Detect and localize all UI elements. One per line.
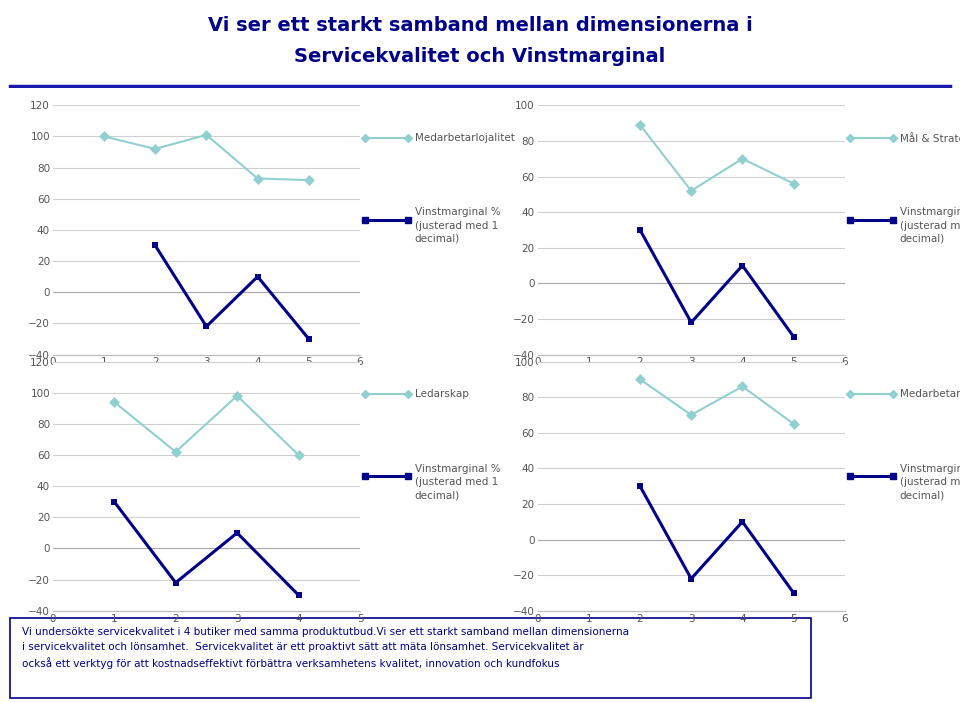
FancyBboxPatch shape xyxy=(10,618,811,698)
Text: Vinstmarginal %
(justerad med 1
decimal): Vinstmarginal % (justerad med 1 decimal) xyxy=(415,464,500,500)
Text: Vi undersökte servicekvalitet i 4 butiker med samma produktutbud.Vi ser ett star: Vi undersökte servicekvalitet i 4 butike… xyxy=(22,628,629,669)
Text: Vinstmarginal %
(justerad med 1
decimal): Vinstmarginal % (justerad med 1 decimal) xyxy=(415,208,500,244)
Text: Medarbetarlojalitet: Medarbetarlojalitet xyxy=(415,133,515,143)
Text: Servicekvalitet och Vinstmarginal: Servicekvalitet och Vinstmarginal xyxy=(295,47,665,67)
Text: Vinstmarginal %
(justerad med 1
decimal): Vinstmarginal % (justerad med 1 decimal) xyxy=(900,464,960,500)
Text: Vinstmarginal %
(justerad med 1
decimal): Vinstmarginal % (justerad med 1 decimal) xyxy=(900,208,960,244)
Text: Vi ser ett starkt samband mellan dimensionerna i: Vi ser ett starkt samband mellan dimensi… xyxy=(207,15,753,35)
Text: Ledarskap: Ledarskap xyxy=(415,389,468,399)
Text: Medarbetarvärde: Medarbetarvärde xyxy=(900,389,960,399)
Text: Mål & Strategi: Mål & Strategi xyxy=(900,132,960,144)
